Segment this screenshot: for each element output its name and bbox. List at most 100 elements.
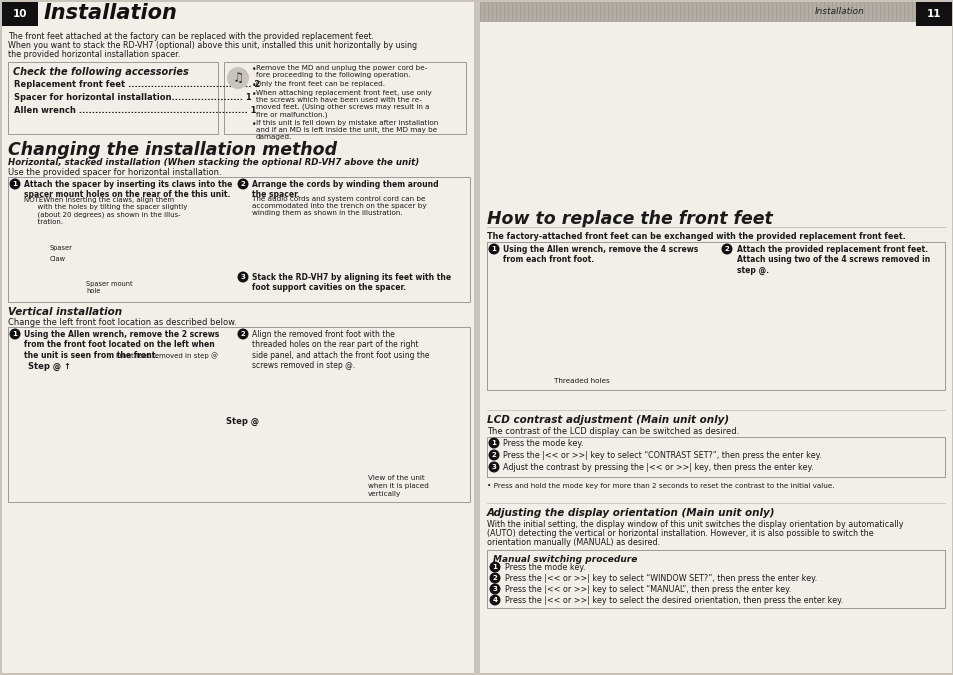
Bar — [789, 2, 790, 22]
Bar — [679, 2, 680, 22]
Bar — [497, 2, 498, 22]
Bar — [678, 2, 679, 22]
Bar — [530, 2, 531, 22]
Circle shape — [488, 462, 499, 472]
Text: 3: 3 — [492, 586, 497, 592]
Bar — [716, 2, 717, 22]
Bar — [492, 2, 493, 22]
Bar — [496, 2, 497, 22]
Text: Remove the MD and unplug the power cord be-: Remove the MD and unplug the power cord … — [255, 65, 427, 71]
Bar — [8, 327, 470, 502]
Text: Use the provided spacer for horizontal installation.: Use the provided spacer for horizontal i… — [8, 168, 221, 177]
Text: Change the left front foot location as described below.: Change the left front foot location as d… — [8, 318, 236, 327]
Bar — [673, 2, 675, 22]
Bar — [565, 2, 566, 22]
Text: 1: 1 — [12, 181, 17, 187]
Text: 2: 2 — [492, 575, 497, 581]
Text: When you want to stack the RD-VH7 (optional) above this unit, installed this uni: When you want to stack the RD-VH7 (optio… — [8, 41, 416, 50]
Bar — [903, 2, 904, 22]
Bar — [625, 2, 626, 22]
Bar — [525, 2, 526, 22]
Bar — [791, 2, 792, 22]
Text: ♫: ♫ — [233, 72, 243, 84]
Text: 1: 1 — [491, 246, 496, 252]
Bar — [943, 2, 944, 22]
Bar — [479, 2, 951, 673]
Text: when it is placed: when it is placed — [368, 483, 429, 489]
Bar — [805, 2, 806, 22]
Bar — [681, 2, 682, 22]
Text: • Press and hold the mode key for more than 2 seconds to reset the contrast to t: • Press and hold the mode key for more t… — [486, 483, 834, 489]
Circle shape — [489, 583, 500, 595]
Bar — [503, 2, 504, 22]
Bar — [825, 2, 826, 22]
Bar — [811, 2, 812, 22]
Text: Press the mode key.: Press the mode key. — [504, 563, 585, 572]
Bar — [479, 2, 480, 22]
Bar — [901, 2, 902, 22]
Circle shape — [488, 437, 499, 448]
Bar — [809, 2, 810, 22]
Bar — [521, 2, 522, 22]
Bar — [488, 2, 489, 22]
Text: Spaser mount: Spaser mount — [86, 281, 132, 287]
Bar — [727, 2, 728, 22]
Bar — [793, 2, 794, 22]
Bar — [897, 2, 898, 22]
Bar — [592, 2, 593, 22]
Text: LCD contrast adjustment (Main unit only): LCD contrast adjustment (Main unit only) — [486, 415, 728, 425]
Circle shape — [488, 450, 499, 460]
Text: Press the |<< or >>| key to select “MANUAL”, then press the enter key.: Press the |<< or >>| key to select “MANU… — [504, 585, 790, 594]
Bar — [667, 2, 668, 22]
Bar — [583, 2, 584, 22]
Bar — [835, 2, 836, 22]
Text: Step @: Step @ — [226, 417, 259, 426]
Bar — [2, 2, 38, 26]
Circle shape — [10, 178, 20, 190]
Bar — [767, 2, 768, 22]
Bar — [745, 2, 746, 22]
Bar — [883, 2, 884, 22]
Bar — [758, 2, 759, 22]
Bar — [765, 2, 766, 22]
Bar — [763, 2, 764, 22]
Text: Press the |<< or >>| key to select the desired orientation, then press the enter: Press the |<< or >>| key to select the d… — [504, 596, 842, 605]
Bar — [847, 2, 848, 22]
Bar — [749, 2, 750, 22]
Text: Replacement front feet ...................................... 2: Replacement front feet .................… — [14, 80, 260, 89]
Bar — [563, 2, 564, 22]
Bar — [574, 2, 575, 22]
Text: fore proceeding to the following operation.: fore proceeding to the following operati… — [255, 72, 410, 78]
Bar — [843, 2, 844, 22]
Bar — [735, 2, 737, 22]
Bar — [867, 2, 868, 22]
Bar — [877, 2, 878, 22]
Text: •: • — [252, 81, 256, 90]
Text: 1: 1 — [491, 440, 496, 446]
Bar — [8, 62, 218, 134]
Text: 2: 2 — [491, 452, 496, 458]
Bar — [639, 2, 640, 22]
Text: Using the Allen wrench, remove the 2 screws
from the front foot located on the l: Using the Allen wrench, remove the 2 scr… — [24, 330, 219, 360]
Bar — [512, 2, 513, 22]
Bar — [671, 2, 672, 22]
Text: 3: 3 — [491, 464, 496, 470]
Text: Front feet removed in step @: Front feet removed in step @ — [116, 352, 218, 358]
Bar — [801, 2, 802, 22]
Circle shape — [227, 67, 249, 89]
Bar — [753, 2, 754, 22]
Bar — [905, 2, 906, 22]
Bar — [755, 2, 757, 22]
Bar — [669, 2, 670, 22]
Bar — [605, 2, 606, 22]
Text: moved feet. (Using other screws may result in a: moved feet. (Using other screws may resu… — [255, 104, 429, 111]
Text: Claw: Claw — [50, 256, 66, 262]
Bar — [596, 2, 597, 22]
Bar — [665, 2, 666, 22]
Bar — [654, 2, 655, 22]
Bar — [572, 2, 573, 22]
Bar — [612, 2, 613, 22]
Bar — [685, 2, 686, 22]
Bar — [636, 2, 637, 22]
Circle shape — [720, 244, 732, 254]
